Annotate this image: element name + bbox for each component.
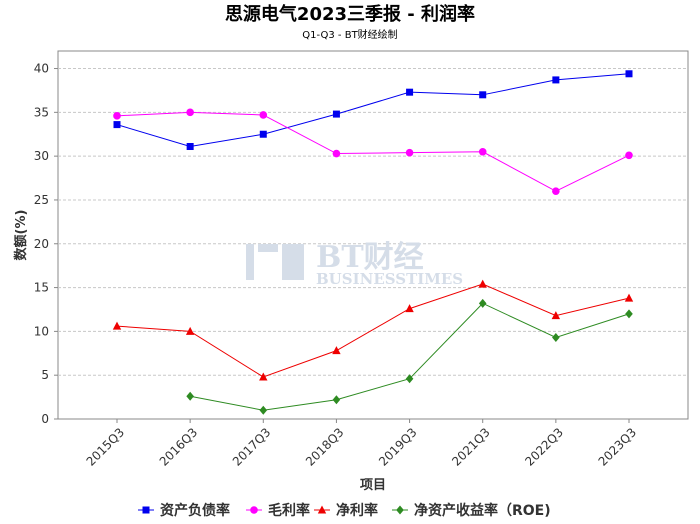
y-axis-title: 数额(%)	[13, 210, 29, 261]
x-tick-label: 2019Q3	[376, 425, 420, 469]
data-point	[332, 149, 341, 158]
x-tick-label: 2018Q3	[303, 425, 347, 469]
series-line	[116, 111, 630, 192]
data-point	[186, 143, 194, 151]
data-point	[332, 346, 341, 355]
data-point	[552, 187, 560, 195]
data-point	[186, 391, 194, 401]
x-tick-label: 2022Q3	[522, 425, 566, 469]
watermark-logo-icon	[246, 244, 254, 280]
watermark-subtext: BUSINESSTIMES	[316, 270, 463, 288]
y-tick-label: 25	[34, 193, 49, 207]
data-point	[479, 91, 487, 99]
legend-label: 净利率	[336, 502, 378, 519]
data-point	[259, 130, 267, 138]
y-tick-label: 10	[34, 324, 49, 338]
data-point	[112, 321, 122, 330]
y-tick-label: 40	[34, 62, 49, 76]
data-point	[259, 111, 268, 119]
x-tick-label: 2021Q3	[449, 425, 493, 469]
legend-label: 毛利率	[268, 502, 310, 519]
data-point	[405, 148, 414, 157]
x-tick-label: 2016Q3	[157, 425, 201, 469]
legend-marker	[142, 506, 150, 514]
series-1	[113, 108, 633, 195]
chart-title: 思源电气2023三季报 - 利润率	[225, 3, 475, 25]
series-line	[116, 283, 630, 378]
watermark-logo-icon-bar2	[282, 244, 304, 280]
legend-marker	[396, 505, 404, 515]
data-point	[625, 151, 633, 160]
watermark: BT财经 BUSINESSTIMES	[246, 240, 463, 288]
grid-lines	[58, 68, 688, 376]
x-axis: 2015Q3 2016Q3 2017Q3 2018Q3 2019Q3 2021Q3 2022…	[84, 419, 640, 469]
legend-item: 资产负债率	[138, 502, 230, 519]
data-point	[551, 311, 561, 320]
y-axis: 0 5 10 15 20 25 30 35 40	[34, 62, 58, 426]
x-axis-title: 项目	[360, 478, 386, 493]
data-point	[186, 108, 194, 117]
legend-marker	[317, 505, 327, 514]
legend-label: 净资产收益率（ROE)	[414, 502, 551, 519]
data-point	[332, 395, 341, 405]
data-point	[625, 309, 633, 319]
y-tick-label: 15	[34, 281, 49, 295]
data-point	[552, 333, 560, 343]
data-point	[478, 147, 487, 156]
data-point	[478, 298, 487, 308]
y-tick-label: 35	[34, 105, 49, 119]
data-point	[405, 374, 414, 384]
y-tick-label: 30	[34, 149, 49, 163]
watermark-logo-icon-bar	[258, 244, 278, 252]
series-0	[113, 70, 633, 151]
legend-item: 净资产收益率（ROE)	[392, 502, 551, 519]
legend-item: 净利率	[314, 502, 378, 519]
chart-subtitle: Q1-Q3 - BT财经绘制	[302, 28, 397, 41]
y-tick-label: 0	[41, 412, 49, 426]
legend-label: 资产负债率	[160, 502, 230, 519]
series-3	[186, 298, 633, 415]
series-line	[116, 73, 630, 148]
data-point	[185, 326, 195, 335]
legend-marker	[250, 506, 258, 514]
plot-area	[57, 50, 689, 420]
data-point	[406, 88, 414, 96]
data-point	[113, 112, 121, 120]
data-point	[625, 70, 633, 78]
x-tick-label: 2015Q3	[84, 425, 128, 469]
data-point	[259, 372, 268, 381]
data-point	[405, 304, 414, 313]
series-2	[112, 279, 634, 381]
watermark-text: BT财经	[316, 240, 424, 275]
data-point	[259, 405, 268, 415]
x-tick-label: 2023Q3	[596, 425, 640, 469]
data-point	[332, 110, 340, 118]
series-layer	[112, 70, 634, 415]
data-point	[624, 293, 634, 302]
data-point	[113, 121, 121, 129]
data-point	[478, 279, 487, 288]
legend-item: 毛利率	[246, 502, 310, 519]
y-tick-label: 20	[34, 237, 49, 251]
data-point	[552, 76, 560, 84]
legend: 资产负债率 毛利率 净利率 净资产收益率（ROE)	[138, 502, 551, 519]
x-tick-label: 2017Q3	[230, 425, 274, 469]
y-tick-label: 5	[41, 368, 49, 382]
